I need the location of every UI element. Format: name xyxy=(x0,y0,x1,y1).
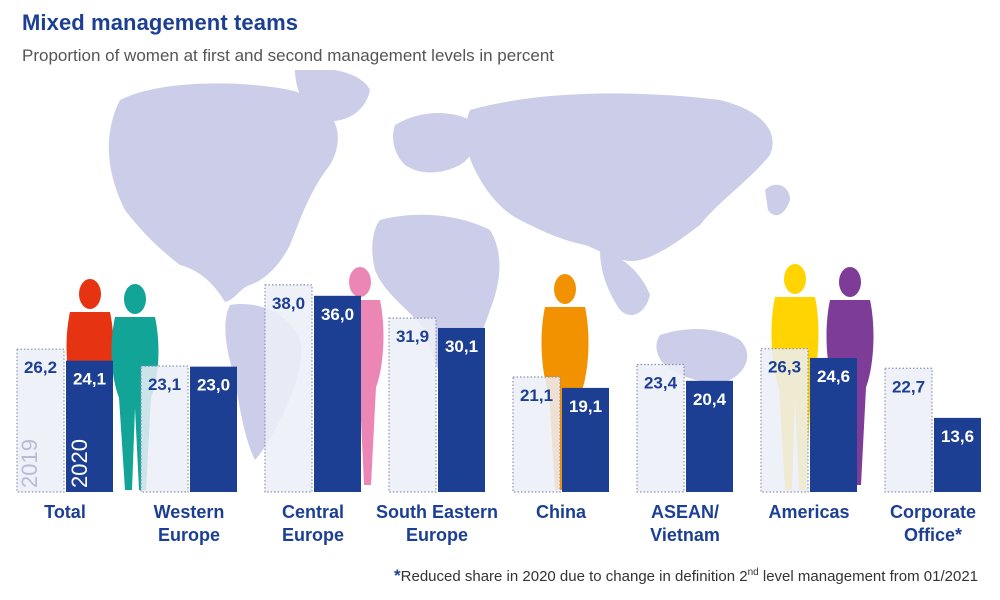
footnote: *Reduced share in 2020 due to change in … xyxy=(394,566,978,586)
category-label: Western xyxy=(154,502,225,522)
category-label: Vietnam xyxy=(650,525,720,545)
bar-2019 xyxy=(760,348,809,493)
bar-group: 23,4 20,4 xyxy=(636,363,733,493)
footnote-text-before: Reduced share in 2020 due to change in d… xyxy=(400,568,748,585)
category-label: Corporate xyxy=(890,502,976,522)
data-label-2020: 24,1 xyxy=(73,370,106,389)
bar-2020 xyxy=(314,295,361,492)
legend-2020: 2020 xyxy=(67,439,92,488)
bar-2020 xyxy=(66,360,113,492)
data-label-2020: 36,0 xyxy=(321,305,354,324)
bar-2019 xyxy=(140,365,189,493)
bar-group: 26,3 24,6 xyxy=(760,348,857,493)
legend: 2019 2020 xyxy=(17,439,92,488)
world-map-background xyxy=(108,70,790,460)
bar-2020 xyxy=(934,417,981,492)
data-label-2020: 30,1 xyxy=(445,337,478,356)
bar-2019 xyxy=(884,367,933,493)
bar-group: 23,1 23,0 xyxy=(140,365,237,493)
data-label-2019: 26,3 xyxy=(768,358,801,377)
bar-group: 26,2 24,1 xyxy=(16,348,113,493)
bar-2019 xyxy=(16,348,65,493)
bar-2020 xyxy=(686,380,733,492)
category-label: South Eastern xyxy=(376,502,498,522)
data-label-2019: 31,9 xyxy=(396,327,429,346)
data-label-2020: 19,1 xyxy=(569,397,602,416)
data-label-2019: 38,0 xyxy=(272,294,305,313)
data-label-2020: 23,0 xyxy=(197,376,230,395)
data-label-2019: 23,4 xyxy=(644,373,678,392)
bar-2019 xyxy=(388,317,437,493)
bar-2020 xyxy=(562,387,609,492)
bar-2019 xyxy=(264,284,313,493)
bar-2020 xyxy=(438,327,485,492)
bars-layer: 26,2 24,1 23,1 23,0 38,0 36,0 31,9 30,1 21,1 19,1… xyxy=(16,284,981,493)
category-label: ASEAN/ xyxy=(651,502,719,522)
data-label-2019: 26,2 xyxy=(24,358,57,377)
bar-2019 xyxy=(512,376,561,493)
category-label: Total xyxy=(44,502,86,522)
category-label: Central xyxy=(282,502,344,522)
data-label-2020: 13,6 xyxy=(941,427,974,446)
chart-subtitle: Proportion of women at first and second … xyxy=(22,46,555,65)
data-label-2019: 21,1 xyxy=(520,386,553,405)
bar-group: 22,7 13,6 xyxy=(884,367,981,493)
bar-2020 xyxy=(810,357,857,492)
data-label-2019: 23,1 xyxy=(148,375,181,394)
bar-group: 31,9 30,1 xyxy=(388,317,485,493)
category-label: Europe xyxy=(282,525,344,545)
bar-group: 21,1 19,1 xyxy=(512,376,609,493)
chart-title: Mixed management teams xyxy=(22,10,299,35)
category-label: Office* xyxy=(904,525,962,545)
category-label: Americas xyxy=(768,502,849,522)
bar-group: 38,0 36,0 xyxy=(264,284,361,493)
footnote-asterisk: * xyxy=(394,566,401,585)
category-label: China xyxy=(536,502,587,522)
data-label-2020: 20,4 xyxy=(693,390,727,409)
category-label: Europe xyxy=(158,525,220,545)
data-label-2020: 24,6 xyxy=(817,367,850,386)
bar-2019 xyxy=(636,363,685,493)
footnote-text-after: level management from 01/2021 xyxy=(758,568,978,585)
bar-2020 xyxy=(190,366,237,492)
category-labels: Total Western Europe Central Europe South Eas… xyxy=(44,502,976,545)
data-label-2019: 22,7 xyxy=(892,377,925,396)
category-label: Europe xyxy=(406,525,468,545)
legend-2019: 2019 xyxy=(17,439,42,488)
footnote-superscript: nd xyxy=(747,567,759,578)
